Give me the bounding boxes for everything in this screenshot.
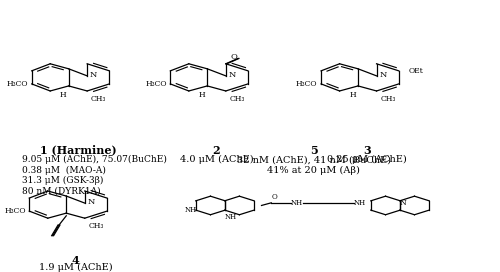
Text: N: N: [88, 198, 95, 206]
Text: NH: NH: [290, 199, 303, 207]
Text: 2: 2: [212, 144, 220, 156]
Text: 5: 5: [310, 144, 318, 156]
Text: 3: 3: [364, 144, 371, 156]
Text: H₃CO: H₃CO: [296, 80, 318, 88]
Text: NH: NH: [184, 206, 197, 214]
Text: CH₃: CH₃: [230, 95, 245, 103]
Text: 4.0 μM (AChE): 4.0 μM (AChE): [180, 155, 254, 164]
Text: 9.05 μM (AChE), 75.07(BuChE)
0.38 μM  (MAO-A)
31.3 μM (GSK-3β)
80 nM (DYRK1A): 9.05 μM (AChE), 75.07(BuChE) 0.38 μM (MA…: [22, 155, 167, 196]
Text: OEt: OEt: [408, 67, 423, 75]
Text: O: O: [271, 193, 277, 202]
Text: 1.9 μM (AChE): 1.9 μM (AChE): [38, 262, 113, 272]
Text: N: N: [380, 71, 386, 79]
Text: O: O: [230, 53, 237, 61]
Text: H₃CO: H₃CO: [4, 207, 26, 215]
Text: N: N: [228, 71, 236, 79]
Text: NH: NH: [225, 213, 237, 221]
Text: N: N: [90, 71, 98, 79]
Text: CH₃: CH₃: [91, 95, 106, 103]
Text: H: H: [60, 91, 66, 99]
Text: H₃CO: H₃CO: [145, 80, 167, 88]
Text: CH₃: CH₃: [380, 95, 396, 103]
Text: H: H: [198, 91, 205, 99]
Text: 32 nM (AChE), 41 nM (BuChE)
41% at 20 μM (Aβ): 32 nM (AChE), 41 nM (BuChE) 41% at 20 μM…: [237, 155, 391, 175]
Text: N: N: [399, 199, 406, 207]
Text: 4: 4: [72, 255, 80, 266]
Text: H: H: [349, 91, 356, 99]
Text: CH₃: CH₃: [88, 222, 104, 230]
Text: 0.25 μM (AChE): 0.25 μM (AChE): [328, 155, 407, 164]
Text: NH: NH: [354, 199, 366, 207]
Text: 1 (Harmine): 1 (Harmine): [40, 144, 116, 156]
Text: H₃CO: H₃CO: [6, 80, 28, 88]
